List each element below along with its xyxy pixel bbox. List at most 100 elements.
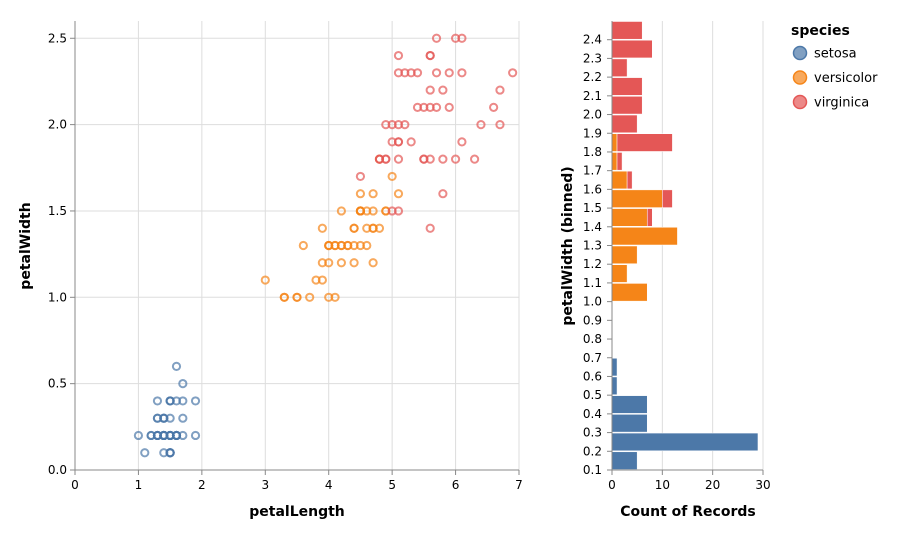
point-virginica bbox=[374, 154, 385, 164]
point-virginica bbox=[393, 50, 404, 61]
y-tick-label: 0.8 bbox=[583, 332, 602, 346]
y-tick-label: 1.0 bbox=[583, 295, 602, 309]
legend-title: species bbox=[791, 23, 850, 39]
legend-label-virginica: virginica bbox=[814, 96, 869, 111]
bar-versicolor bbox=[611, 208, 648, 227]
point-versicolor bbox=[355, 206, 366, 216]
point-setosa bbox=[159, 430, 169, 441]
point-versicolor bbox=[374, 223, 385, 233]
point-virginica bbox=[431, 68, 442, 78]
point-virginica bbox=[438, 189, 448, 199]
scatter-y-axis-title: petalWidth bbox=[18, 202, 34, 289]
point-setosa bbox=[190, 430, 201, 441]
bar-virginica bbox=[611, 39, 653, 59]
bar-virginica bbox=[626, 170, 633, 190]
point-setosa bbox=[178, 379, 188, 389]
x-tick-label: 1 bbox=[135, 478, 143, 492]
point-versicolor bbox=[336, 206, 346, 216]
point-versicolor bbox=[349, 258, 359, 268]
x-tick-label: 7 bbox=[515, 478, 523, 492]
hist-y-axis-title: petalWidth (binned) bbox=[560, 166, 576, 325]
legend-swatch-setosa bbox=[792, 45, 808, 61]
y-tick-label: 0.3 bbox=[583, 426, 602, 440]
bar-versicolor bbox=[611, 170, 628, 190]
legend-label-setosa: setosa bbox=[814, 47, 857, 62]
bar-virginica bbox=[611, 96, 643, 115]
y-tick-label: 1.2 bbox=[583, 257, 602, 271]
point-virginica bbox=[381, 120, 391, 130]
point-setosa bbox=[140, 448, 150, 458]
point-versicolor bbox=[324, 258, 334, 268]
point-versicolor bbox=[343, 240, 353, 251]
point-versicolor bbox=[305, 292, 315, 302]
bar-versicolor bbox=[611, 283, 648, 302]
point-versicolor bbox=[362, 223, 372, 233]
bar-setosa bbox=[611, 451, 638, 470]
point-versicolor bbox=[355, 189, 366, 199]
y-tick-label: 2.4 bbox=[583, 33, 602, 47]
point-setosa bbox=[190, 396, 201, 406]
bar-setosa bbox=[611, 414, 648, 433]
histogram: 0 10 20 30 0.1 0.2 0.3 0.4 0.5 0.6 0.7 0.8 0.9 1.0 1.1… bbox=[583, 21, 771, 492]
point-virginica bbox=[425, 102, 435, 112]
x-tick-label: 2 bbox=[198, 478, 206, 492]
y-tick-label: 1.3 bbox=[583, 239, 602, 253]
scatter-x-axis-title: petalLength bbox=[249, 504, 345, 520]
hist-x-axis-title: Count of Records bbox=[620, 504, 755, 520]
y-tick-label: 1.5 bbox=[48, 204, 67, 218]
bar-virginica bbox=[646, 208, 653, 227]
x-tick-label: 0 bbox=[71, 478, 79, 492]
x-tick-label: 20 bbox=[705, 478, 720, 492]
bar-virginica bbox=[611, 58, 628, 77]
point-virginica bbox=[400, 68, 410, 78]
y-tick-label: 0.5 bbox=[48, 377, 67, 391]
point-setosa bbox=[171, 361, 182, 371]
point-virginica bbox=[393, 206, 404, 216]
point-virginica bbox=[431, 33, 442, 43]
y-tick-label: 2.1 bbox=[583, 89, 602, 103]
legend-swatch-versicolor bbox=[792, 70, 808, 85]
point-versicolor bbox=[368, 189, 378, 199]
x-tick-label: 5 bbox=[388, 478, 396, 492]
bar-versicolor bbox=[611, 133, 618, 152]
point-virginica bbox=[495, 85, 505, 95]
point-virginica bbox=[412, 102, 423, 112]
bar-versicolor bbox=[611, 152, 618, 171]
y-tick-label: 0.5 bbox=[583, 388, 602, 402]
point-versicolor bbox=[349, 223, 359, 233]
bar-setosa bbox=[611, 395, 648, 414]
point-virginica bbox=[387, 137, 397, 147]
y-tick-label: 2.2 bbox=[583, 70, 602, 84]
point-versicolor bbox=[368, 206, 378, 216]
point-virginica bbox=[406, 137, 416, 147]
bar-versicolor bbox=[611, 245, 638, 264]
point-virginica bbox=[400, 120, 410, 130]
x-tick-label: 6 bbox=[452, 478, 460, 492]
y-tick-label: 1.0 bbox=[48, 290, 67, 304]
y-tick-label: 1.6 bbox=[583, 182, 602, 196]
y-tick-label: 1.1 bbox=[583, 276, 602, 290]
point-versicolor bbox=[279, 292, 289, 302]
point-virginica bbox=[438, 154, 448, 164]
scatter-plot: 0 1 2 3 4 5 6 7 0.0 0.5 1.0 1.5 2.0 2.5 bbox=[48, 21, 523, 492]
point-setosa bbox=[133, 430, 144, 441]
point-virginica bbox=[457, 137, 467, 147]
y-tick-label: 1.5 bbox=[583, 201, 602, 215]
point-setosa bbox=[178, 413, 188, 423]
point-virginica bbox=[470, 154, 480, 164]
bar-virginica bbox=[611, 77, 643, 96]
y-tick-label: 2.3 bbox=[583, 51, 602, 65]
point-versicolor bbox=[362, 240, 372, 251]
point-virginica bbox=[425, 85, 435, 95]
y-tick-label: 2.0 bbox=[583, 108, 602, 122]
y-tick-label: 0.0 bbox=[48, 463, 67, 477]
point-virginica bbox=[444, 68, 454, 78]
legend-label-versicolor: versicolor bbox=[814, 71, 878, 86]
y-tick-label: 1.4 bbox=[583, 220, 602, 234]
bar-versicolor bbox=[611, 189, 663, 208]
point-versicolor bbox=[317, 223, 327, 233]
point-virginica bbox=[355, 171, 366, 182]
point-versicolor bbox=[298, 240, 308, 251]
point-versicolor bbox=[330, 292, 340, 302]
